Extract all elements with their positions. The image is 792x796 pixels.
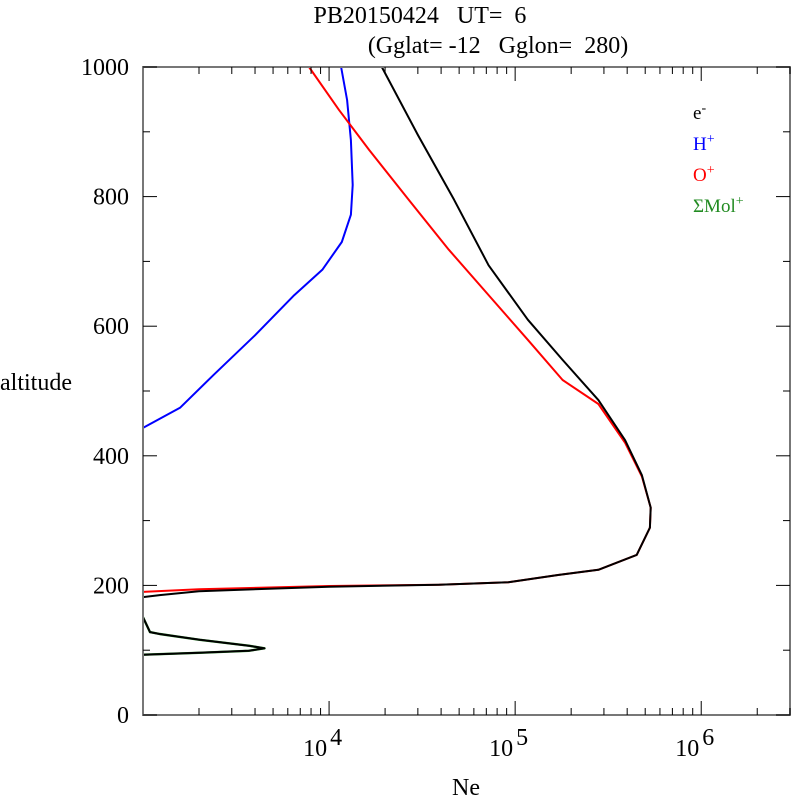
x-tick-label: 10 [303, 736, 327, 762]
y-tick-label: 800 [93, 185, 129, 211]
x-tick-exponent: 6 [702, 725, 714, 751]
y-tick-label: 200 [93, 573, 129, 599]
y-axis-label: altitude [0, 370, 72, 396]
y-tick-label: 0 [117, 703, 129, 729]
x-tick-label: 10 [489, 736, 513, 762]
y-tick-label: 400 [93, 444, 129, 470]
series-line-Mol-0 [141, 616, 266, 656]
legend-item: H+ [693, 132, 715, 155]
legend-item: e- [693, 101, 706, 124]
x-tick-exponent: 5 [516, 725, 528, 751]
curves-layer [141, 66, 652, 656]
x-axis-label: Ne [452, 775, 480, 796]
legend: e- H+ O+ ΣMol+ [693, 101, 744, 217]
axis-ticks [143, 66, 791, 716]
series-line-H-0 [142, 66, 354, 429]
series-line-e-0 [142, 66, 652, 599]
legend-item: O+ [693, 163, 715, 186]
x-tick-label: 10 [675, 736, 699, 762]
legend-item: ΣMol+ [693, 194, 744, 217]
chart-title: PB20150424 UT= 6 [314, 3, 527, 29]
y-tick-label: 1000 [81, 55, 129, 81]
y-tick-labels: 0 200 400 600 800 1000 [81, 55, 129, 729]
chart-subtitle: (Gglat= -12 Gglon= 280) [368, 33, 628, 59]
y-tick-label: 600 [93, 314, 129, 340]
series-line-O-0 [142, 66, 652, 593]
x-tick-labels: 10 4 10 5 10 6 [303, 725, 714, 762]
series-line-e-1 [142, 616, 266, 656]
x-tick-exponent: 4 [330, 725, 342, 751]
